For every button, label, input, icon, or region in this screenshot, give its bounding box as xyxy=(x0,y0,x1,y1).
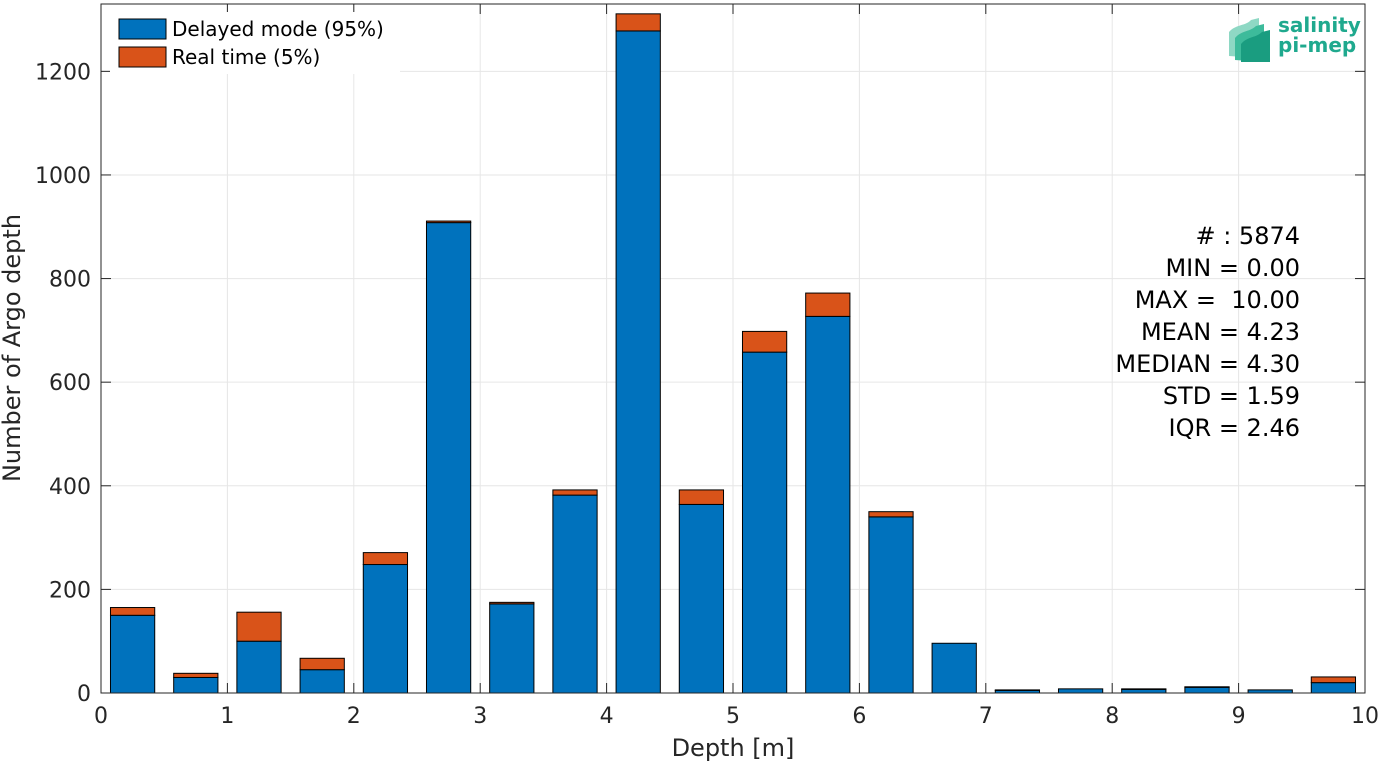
bar-delayed-mode xyxy=(741,351,788,694)
bar-delayed-mode xyxy=(236,640,282,694)
bar-delayed-mode xyxy=(362,564,409,694)
logo-text-pi-mep: pi-mep xyxy=(1278,33,1356,57)
bar-real-time xyxy=(994,689,1041,691)
y-tick-label: 200 xyxy=(49,578,91,603)
x-axis-ticks: 0 1 2 3 4 5 6 7 8 9 10 xyxy=(94,4,1378,729)
bar-delayed-mode xyxy=(868,516,914,694)
x-tick-label: 9 xyxy=(1232,704,1246,729)
x-tick-label: 7 xyxy=(979,704,993,729)
y-tick-label: 0 xyxy=(77,682,91,707)
bar-real-time xyxy=(868,511,914,518)
bar-real-time xyxy=(362,552,409,566)
x-tick-label: 4 xyxy=(600,704,614,729)
bar-delayed-mode xyxy=(1184,686,1230,694)
x-tick-label: 2 xyxy=(347,704,361,729)
stats-line: IQR = 2.46 xyxy=(1169,414,1300,442)
wave-logo-icon xyxy=(1229,18,1270,62)
stats-box: # : 5874 MIN = 0.00 MAX = 10.00 MEAN = 4.23… xyxy=(1115,222,1300,442)
stats-line: # : 5874 xyxy=(1195,222,1300,250)
bar-delayed-mode xyxy=(678,503,725,694)
bar-delayed-mode xyxy=(425,222,472,694)
stats-line: MIN = 0.00 xyxy=(1165,254,1300,282)
legend-label-real-time: Real time (5%) xyxy=(172,45,320,69)
x-tick-label: 1 xyxy=(220,704,234,729)
bar-real-time xyxy=(805,292,851,317)
stats-line: STD = 1.59 xyxy=(1163,382,1300,410)
x-tick-label: 5 xyxy=(726,704,740,729)
bar-real-time xyxy=(1310,676,1357,684)
y-tick-label: 1200 xyxy=(35,60,91,85)
bar-delayed-mode xyxy=(805,315,851,694)
bar-real-time xyxy=(678,489,725,505)
bar-delayed-mode xyxy=(1121,688,1167,694)
bar-delayed-mode xyxy=(173,676,219,694)
bar-real-time xyxy=(741,330,788,353)
legend-swatch-delayed-mode xyxy=(118,18,167,40)
stats-line: MEDIAN = 4.30 xyxy=(1115,350,1300,378)
legend-swatch-real-time xyxy=(118,46,167,68)
bar-delayed-mode xyxy=(1057,688,1104,694)
bar-delayed-mode xyxy=(615,30,661,694)
y-tick-label: 400 xyxy=(49,475,91,500)
bar-delayed-mode xyxy=(931,642,977,694)
y-axis-ticks: 0 200 400 600 800 1000 1200 xyxy=(35,60,1365,707)
bar-delayed-mode xyxy=(552,494,598,694)
bars xyxy=(109,13,1357,694)
y-tick-label: 600 xyxy=(49,371,91,396)
bar-real-time xyxy=(425,220,472,224)
bar-real-time xyxy=(173,672,219,678)
bar-real-time xyxy=(1121,688,1167,690)
bar-delayed-mode xyxy=(109,614,156,694)
legend-label-delayed-mode: Delayed mode (95%) xyxy=(172,17,384,41)
bar-delayed-mode xyxy=(489,603,535,694)
bar-real-time xyxy=(489,601,535,605)
bar-real-time xyxy=(552,489,598,496)
salinity-pi-mep-logo: salinity pi-mep xyxy=(1229,13,1361,62)
x-tick-label: 10 xyxy=(1351,704,1378,729)
bar-real-time xyxy=(236,611,282,642)
x-tick-label: 8 xyxy=(1105,704,1119,729)
legend: Delayed mode (95%) Real time (5%) xyxy=(110,12,400,74)
bar-real-time xyxy=(299,657,345,671)
bar-real-time xyxy=(1184,686,1230,688)
bar-real-time xyxy=(109,607,156,616)
x-tick-label: 3 xyxy=(473,704,487,729)
x-axis-label: Depth [m] xyxy=(672,734,795,762)
x-tick-label: 0 xyxy=(94,704,108,729)
y-tick-label: 800 xyxy=(49,268,91,293)
x-tick-label: 6 xyxy=(852,704,866,729)
bar-real-time xyxy=(615,13,661,32)
stats-line: MAX = 10.00 xyxy=(1135,286,1300,314)
bar-delayed-mode xyxy=(1310,682,1357,694)
stats-line: MEAN = 4.23 xyxy=(1141,318,1300,346)
bar-delayed-mode xyxy=(299,669,345,694)
y-tick-label: 1000 xyxy=(35,164,91,189)
logo-text-salinity: salinity xyxy=(1278,13,1361,37)
y-axis-label: Number of Argo depth xyxy=(0,214,26,482)
